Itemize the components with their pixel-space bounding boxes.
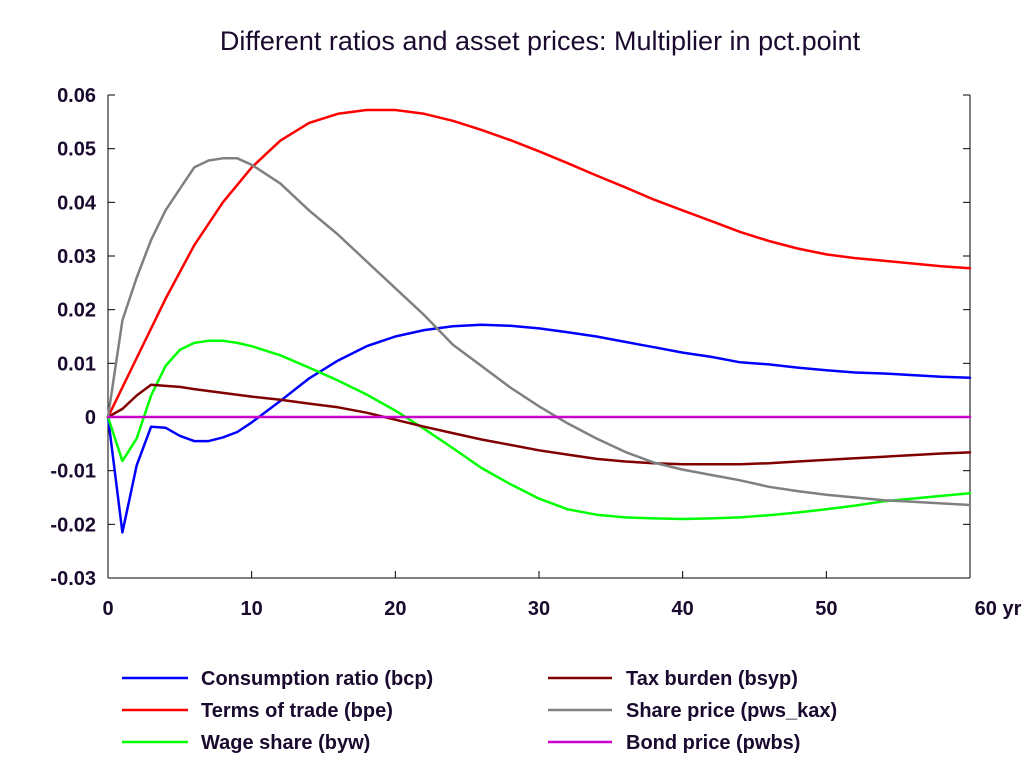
x-tick-label: 10: [241, 598, 263, 620]
y-tick-label: 0.03: [57, 246, 96, 268]
y-tick-label: 0.06: [57, 85, 96, 107]
legend-label-wage-share-byw: Wage share (byw): [201, 732, 370, 754]
x-tick-label: 0: [102, 598, 113, 620]
y-tick-label: 0.01: [57, 353, 96, 375]
x-tick-label: 60 yr: [975, 598, 1022, 620]
legend-label-share-price-pws-kax: Share price (pws_kax): [626, 700, 837, 722]
x-tick-label: 30: [528, 598, 550, 620]
x-tick-label: 40: [672, 598, 694, 620]
y-tick-label: 0.02: [57, 300, 96, 322]
y-tick-label: -0.01: [50, 461, 96, 483]
series-line-share-price-pws-kax: [106, 157, 972, 507]
y-tick-label: 0.05: [57, 139, 96, 161]
x-axis: 0 10 20 30 40 50 60 yr: [102, 571, 1022, 620]
series-line-consumption-ratio-bcp: [106, 323, 972, 534]
series-line-wage-share-byw: [106, 339, 972, 521]
legend-label-tax-burden-bsyp: Tax burden (bsyp): [626, 668, 798, 690]
plot-frame: [107, 95, 971, 579]
series-lines: [106, 108, 972, 534]
legend: Consumption ratio (bcp) Terms of trade (b…: [122, 668, 837, 754]
series-line-tax-burden-bsyp: [106, 383, 972, 466]
x-tick-label: 50: [815, 598, 837, 620]
legend-label-bond-price-pwbs: Bond price (pwbs): [626, 732, 800, 754]
series-line-terms-of-trade-bpe: [106, 108, 972, 419]
y-tick-label: -0.03: [50, 568, 96, 590]
chart-title: Different ratios and asset prices: Multi…: [220, 26, 861, 56]
y-tick-label: 0.04: [57, 192, 97, 214]
legend-label-terms-of-trade-bpe: Terms of trade (bpe): [201, 700, 393, 722]
x-tick-label: 20: [384, 598, 406, 620]
y-tick-label: 0: [85, 407, 96, 429]
y-tick-label: -0.02: [50, 514, 96, 536]
y-axis: 0.06 0.05 0.04 0.03 0.02 0.01 0 -0.01 -0.02 -0.03: [50, 85, 970, 590]
legend-label-consumption-ratio-bcp: Consumption ratio (bcp): [201, 668, 433, 690]
